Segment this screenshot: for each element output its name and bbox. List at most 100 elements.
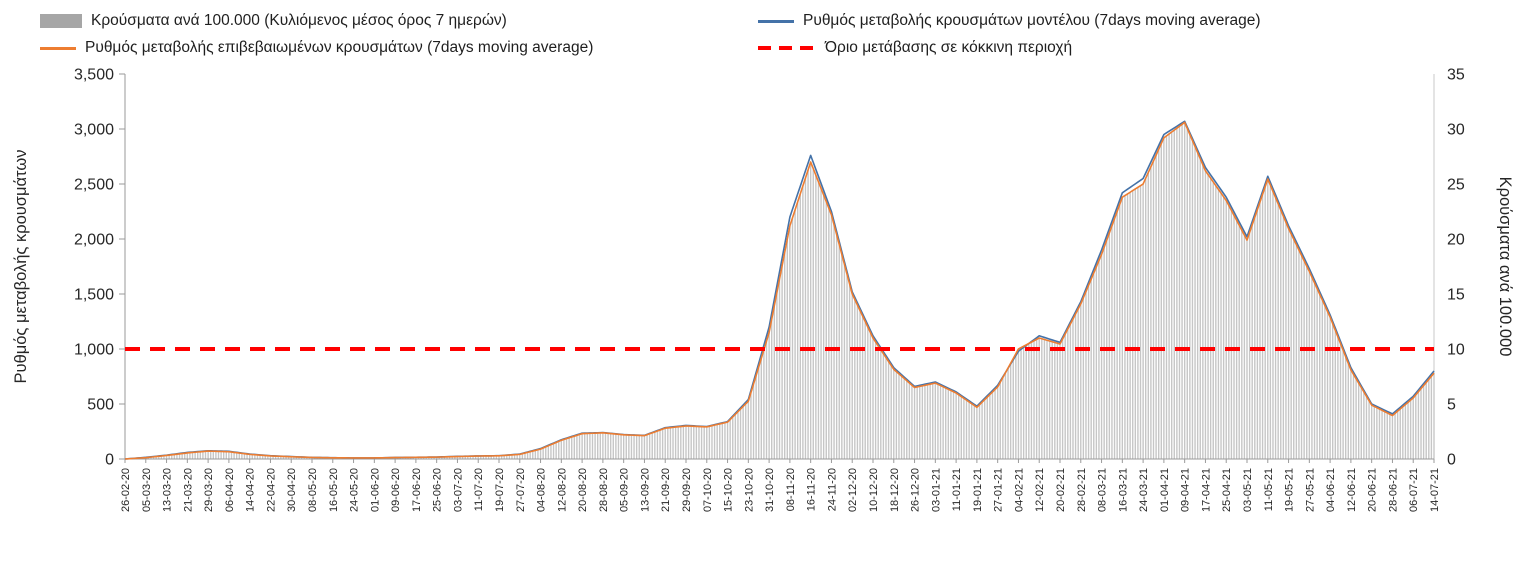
bar [867,327,869,459]
bar [1373,406,1375,459]
bar [848,284,851,459]
bar [1202,164,1204,459]
bar [524,453,526,459]
bar [1108,232,1111,459]
right-axis: 0 5 10 15 20 25 30 35 [1447,67,1465,469]
legend-label-model: Ρυθμός μεταβολής κρουσμάτων μοντέλου (7d… [803,12,1261,29]
bar [750,393,752,459]
bar [646,434,648,459]
bar [1137,187,1139,460]
bar [877,345,879,459]
bar [1332,323,1334,459]
bar [1074,314,1077,459]
bar [643,435,646,459]
bar [628,435,630,459]
bar [454,456,456,459]
bar [1134,188,1137,459]
x-axis-tick-label: 17-06-20 [411,468,423,512]
bar [654,432,656,459]
x-axis-tick-label: 22-04-20 [265,468,277,512]
bar [1186,128,1188,459]
bar [547,445,550,459]
bar [1113,218,1116,459]
bar [596,432,599,460]
bar [433,457,435,459]
bar [1280,209,1282,459]
bar [895,371,898,459]
bar [1121,197,1124,459]
bar [474,456,477,459]
bar [1389,413,1391,459]
bar [285,456,287,459]
bar [1012,358,1014,460]
bar [469,456,472,459]
bar [1425,382,1427,459]
bar [1033,340,1035,459]
x-axis-tick-label: 08-11-20 [785,468,797,511]
bar [1212,181,1214,459]
x-axis-tick-label: 19-07-20 [494,468,506,512]
x-axis-tick-label: 26-02-20 [120,468,132,512]
bar [1402,406,1404,459]
bar [290,456,292,459]
bar [846,274,848,459]
bar [274,456,277,459]
bar [633,435,635,459]
bar [947,389,950,459]
bar [1238,225,1240,459]
bar [1129,192,1131,459]
bar [158,456,160,459]
bar [1300,255,1303,459]
x-axis-tick-label: 29-09-20 [681,468,693,512]
bar [1048,341,1051,459]
bar [552,443,555,459]
bar [872,338,874,459]
bar [838,244,840,459]
bar [430,457,433,459]
x-axis-tick-label: 12-06-21 [1346,468,1358,512]
bar [254,454,256,459]
bar [765,341,768,459]
bar [913,387,916,459]
x-axis-tick-label: 04-06-21 [1325,468,1337,512]
bar [1415,395,1417,459]
bar [269,455,272,459]
bar [1165,135,1168,460]
bar [1360,387,1362,459]
bar [1098,260,1100,459]
bar [1199,158,1201,459]
bar [815,175,817,459]
bar [498,455,500,459]
bar [1321,300,1324,459]
bar [713,425,716,459]
x-axis-tick-label: 24-11-20 [826,468,838,511]
bar [1067,329,1069,459]
bar [690,426,692,459]
bar [1344,356,1347,459]
bar [747,401,750,459]
legend-item-model[interactable]: Ρυθμός μεταβολής κρουσμάτων μοντέλου (7d… [758,12,1509,30]
bar [724,423,726,459]
legend-item-threshold[interactable]: Όριο μετάβασης σε κόκκινη περιοχή [758,39,1509,57]
bar [1313,283,1316,459]
bar [1002,377,1004,460]
bar [835,234,838,459]
bar [651,433,653,459]
bar [1132,190,1134,459]
bar [1272,191,1274,459]
bar [1409,400,1412,459]
x-axis-tick-label: 11-05-21 [1263,468,1275,511]
bar [706,427,708,459]
bar [1126,193,1129,459]
bar [973,405,975,459]
left-axis-tick-label: 3,000 [74,122,114,139]
bar [976,407,978,459]
bar [537,449,539,459]
legend-item-bars[interactable]: Κρούσματα ανά 100.000 (Κυλιόμενος μέσος … [40,12,758,30]
bar [228,451,230,459]
bar [885,357,887,459]
bar [1181,124,1183,459]
bar [155,456,157,459]
legend-item-confirmed[interactable]: Ρυθμός μεταβολής επιβεβαιωμένων κρουσμάτ… [40,39,758,57]
bar [451,456,453,459]
